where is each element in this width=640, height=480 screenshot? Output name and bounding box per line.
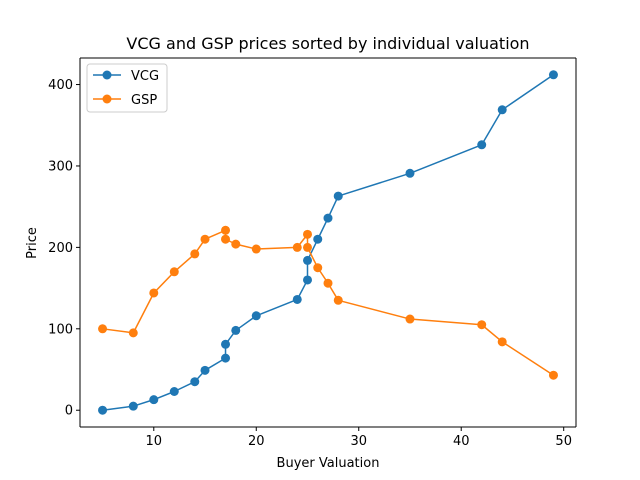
x-tick-label: 40 <box>453 434 470 449</box>
y-axis-label: Price <box>25 227 40 259</box>
data-point-vcg <box>231 325 241 335</box>
series-vcg <box>98 70 558 415</box>
series-line-gsp <box>102 229 554 376</box>
data-point-vcg <box>128 401 138 411</box>
data-point-vcg <box>303 255 312 265</box>
x-tick-label: 30 <box>350 434 367 449</box>
data-point-gsp <box>251 244 261 254</box>
data-point-gsp <box>169 267 179 277</box>
x-tick-label: 20 <box>248 434 265 449</box>
series-layer <box>98 70 558 415</box>
x-axis-label: Buyer Valuation <box>277 456 380 471</box>
data-point-vcg <box>169 387 179 396</box>
data-point-gsp <box>313 263 323 273</box>
y-tick-label: 200 <box>48 241 73 256</box>
data-point-vcg <box>548 70 558 80</box>
plot-frame <box>79 57 577 428</box>
data-point-vcg <box>221 339 231 349</box>
legend-label-gsp: GSP <box>131 93 157 108</box>
legend-label-vcg: VCG <box>131 69 159 84</box>
data-point-vcg <box>200 365 210 375</box>
data-point-vcg <box>221 353 231 363</box>
data-point-gsp <box>497 337 507 347</box>
x-tick-label: 50 <box>555 434 572 449</box>
y-tick-label: 0 <box>65 404 73 419</box>
legend: VCG GSP <box>86 63 168 113</box>
y-tick-label: 400 <box>48 78 73 93</box>
y-tick-label: 100 <box>48 322 73 337</box>
series-gsp <box>98 225 558 380</box>
data-point-vcg <box>405 168 415 178</box>
data-point-gsp <box>200 234 210 244</box>
data-point-gsp <box>477 320 487 330</box>
data-point-vcg <box>292 294 302 304</box>
data-point-gsp <box>292 242 302 252</box>
data-point-vcg <box>323 213 333 223</box>
data-point-vcg <box>303 275 312 285</box>
data-point-gsp <box>221 225 231 235</box>
data-point-gsp <box>405 314 415 324</box>
data-point-vcg <box>98 405 108 415</box>
data-point-vcg <box>497 105 507 115</box>
data-point-gsp <box>190 249 200 259</box>
chart-title: VCG and GSP prices sorted by individual … <box>126 34 529 53</box>
data-point-gsp <box>323 278 333 288</box>
data-point-gsp <box>221 234 231 244</box>
data-point-vcg <box>251 311 261 321</box>
data-point-gsp <box>149 288 159 298</box>
legend-marker-gsp <box>102 94 112 104</box>
y-axis: 0 100 200 300 400 <box>48 78 80 419</box>
data-point-vcg <box>149 395 159 405</box>
data-point-gsp <box>303 242 312 252</box>
data-point-gsp <box>231 239 241 249</box>
data-point-vcg <box>333 191 343 201</box>
data-point-gsp <box>303 229 312 239</box>
data-point-gsp <box>548 370 558 380</box>
x-tick-label: 10 <box>146 434 163 449</box>
data-point-vcg <box>313 234 323 244</box>
plot-area <box>80 58 576 427</box>
legend-marker-vcg <box>102 70 112 80</box>
data-point-vcg <box>477 140 487 150</box>
data-point-gsp <box>128 328 138 338</box>
x-axis: 10 20 30 40 50 <box>146 427 572 449</box>
data-point-gsp <box>333 295 343 305</box>
data-point-gsp <box>98 324 108 334</box>
data-point-vcg <box>190 377 200 387</box>
y-tick-label: 300 <box>48 159 73 174</box>
